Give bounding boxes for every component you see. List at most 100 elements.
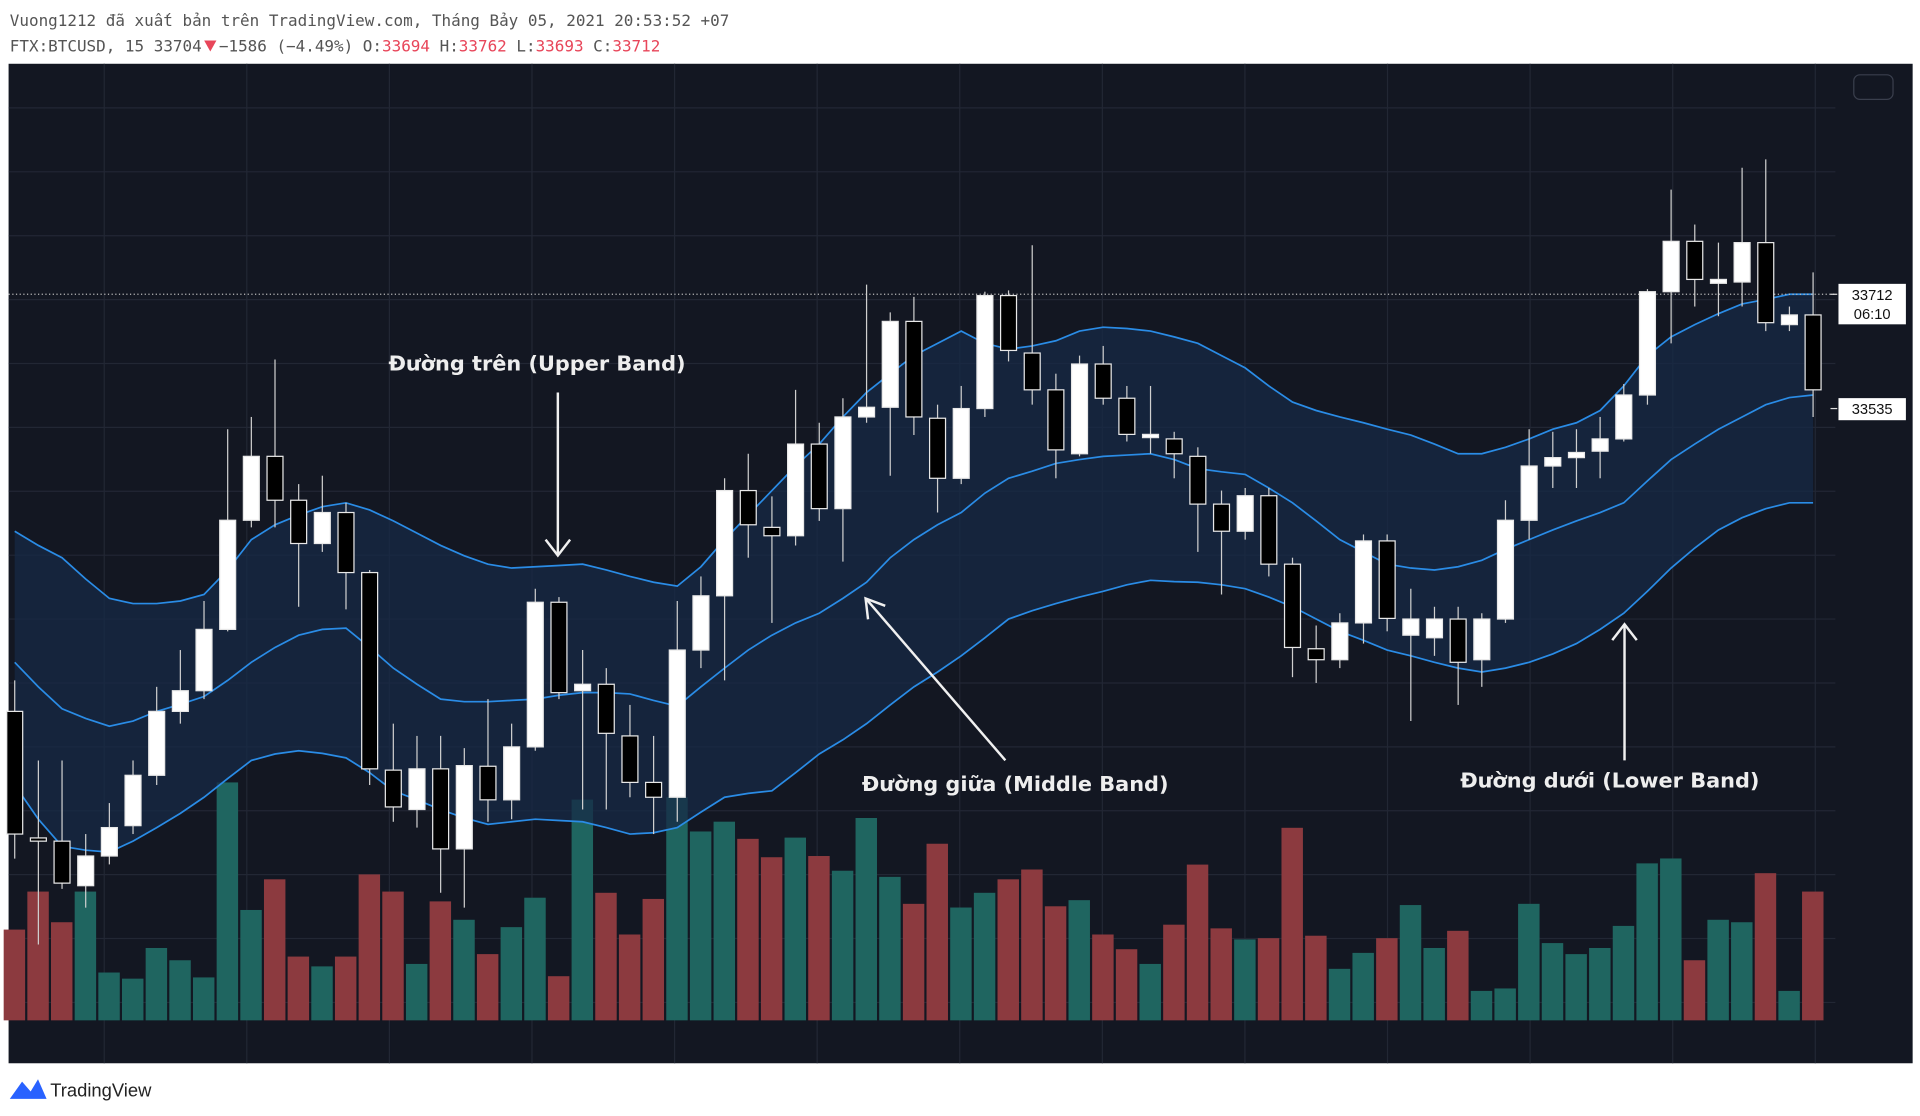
candle-body bbox=[1212, 503, 1231, 532]
candle-body bbox=[1733, 242, 1751, 283]
candle-body bbox=[77, 855, 95, 887]
candle-body bbox=[1686, 240, 1704, 281]
volume-bar bbox=[1092, 934, 1114, 1021]
volume-bar bbox=[429, 901, 452, 1021]
candle-body bbox=[337, 511, 355, 574]
candle-body bbox=[1165, 438, 1183, 455]
candle-body bbox=[1757, 242, 1775, 324]
volume-bar bbox=[1305, 935, 1327, 1021]
volume-bar bbox=[1115, 949, 1138, 1021]
volume-bar bbox=[169, 960, 191, 1021]
volume-bar bbox=[642, 898, 665, 1021]
candle-body bbox=[361, 571, 379, 770]
volume-bar bbox=[192, 977, 215, 1021]
change: −1586 (−4.49%) bbox=[219, 37, 353, 56]
volume-bar bbox=[1447, 930, 1469, 1021]
candle-body bbox=[455, 764, 473, 850]
volume-bar bbox=[902, 903, 925, 1021]
volume-bar bbox=[1328, 968, 1351, 1021]
candle-body bbox=[29, 837, 47, 842]
arrow-head bbox=[1611, 622, 1638, 641]
volume-bar bbox=[1754, 873, 1777, 1021]
volume-bar bbox=[973, 892, 996, 1021]
volume-bar bbox=[1257, 938, 1280, 1021]
o-value: 33694 bbox=[382, 37, 430, 56]
candle-body bbox=[1236, 495, 1254, 532]
annotation: Đường trên (Upper Band) bbox=[388, 351, 685, 375]
candle-body bbox=[1118, 397, 1136, 435]
candle-body bbox=[1615, 394, 1633, 440]
volume-bar bbox=[382, 891, 404, 1021]
candle-body bbox=[928, 417, 947, 479]
volume-bar bbox=[311, 966, 333, 1021]
candle-body bbox=[384, 769, 402, 808]
volume-bar bbox=[1470, 990, 1493, 1021]
candle-body bbox=[1307, 648, 1325, 661]
volume-bar bbox=[98, 972, 120, 1021]
annotation: Đường giữa (Middle Band) bbox=[862, 772, 1169, 796]
volume-bar bbox=[1660, 858, 1682, 1021]
volume-bar bbox=[3, 929, 26, 1021]
price-label: 33712 bbox=[1852, 288, 1893, 304]
price-label: 33535 bbox=[1852, 402, 1893, 418]
l-label: L: bbox=[516, 37, 535, 56]
candle-body bbox=[1189, 455, 1207, 505]
candle-body bbox=[621, 735, 639, 784]
volume-bar bbox=[1399, 905, 1422, 1021]
candle-body bbox=[148, 710, 166, 776]
settings-button[interactable] bbox=[1853, 74, 1894, 100]
candle-body bbox=[1141, 433, 1160, 439]
volume-bar bbox=[571, 799, 594, 1021]
published-line: Vuong1212 đã xuất bản trên TradingView.c… bbox=[10, 11, 730, 30]
symbol: FTX:BTCUSD, 15 bbox=[10, 37, 144, 56]
volume-bar bbox=[689, 831, 712, 1021]
volume-bar bbox=[334, 956, 357, 1021]
volume-bar bbox=[1163, 924, 1185, 1021]
volume-bar bbox=[1281, 827, 1303, 1021]
candle-body bbox=[503, 746, 521, 801]
candle-body bbox=[1449, 618, 1467, 663]
candle-body bbox=[1662, 240, 1680, 293]
candle-body bbox=[266, 455, 284, 501]
candle-body bbox=[432, 768, 450, 850]
down-arrow-icon bbox=[204, 40, 217, 52]
volume-bar bbox=[145, 947, 168, 1021]
volume-bar bbox=[1376, 938, 1398, 1021]
volume-bar bbox=[1234, 939, 1256, 1021]
logo-icon bbox=[9, 1079, 47, 1099]
candle-body bbox=[479, 765, 497, 801]
candle-body bbox=[1496, 519, 1515, 620]
volume-bar bbox=[1518, 903, 1540, 1021]
candle-body bbox=[219, 519, 237, 630]
volume-bar bbox=[950, 907, 972, 1021]
volume-bar bbox=[1210, 928, 1232, 1021]
volume-bar bbox=[1802, 891, 1824, 1021]
volume-bar bbox=[1541, 943, 1564, 1021]
volume-bar bbox=[784, 837, 807, 1021]
volume-bar bbox=[666, 797, 688, 1021]
volume-bar bbox=[926, 843, 948, 1021]
candle-body bbox=[1567, 451, 1586, 459]
volume-bar bbox=[121, 978, 144, 1021]
brand: TradingView bbox=[50, 1079, 152, 1100]
candle-body bbox=[1709, 278, 1728, 284]
volume-bar bbox=[1707, 919, 1729, 1021]
candle-body bbox=[53, 840, 71, 884]
volume-bar bbox=[855, 817, 877, 1021]
volume-bar bbox=[1589, 947, 1611, 1021]
volume-bar bbox=[216, 782, 239, 1021]
candle-body bbox=[1638, 291, 1657, 396]
volume-bar bbox=[737, 838, 759, 1021]
arrow-head bbox=[864, 596, 886, 620]
candle-body bbox=[810, 443, 828, 510]
candle-body bbox=[242, 455, 260, 521]
candle-body bbox=[787, 443, 805, 537]
volume-bar bbox=[595, 892, 617, 1021]
candle-body bbox=[881, 320, 899, 408]
volume-bar bbox=[1044, 906, 1067, 1021]
c-value: 33712 bbox=[612, 37, 660, 56]
candle-body bbox=[195, 628, 213, 692]
candle-body bbox=[905, 320, 923, 418]
volume-bar bbox=[240, 909, 262, 1021]
l-value: 33693 bbox=[536, 37, 584, 56]
